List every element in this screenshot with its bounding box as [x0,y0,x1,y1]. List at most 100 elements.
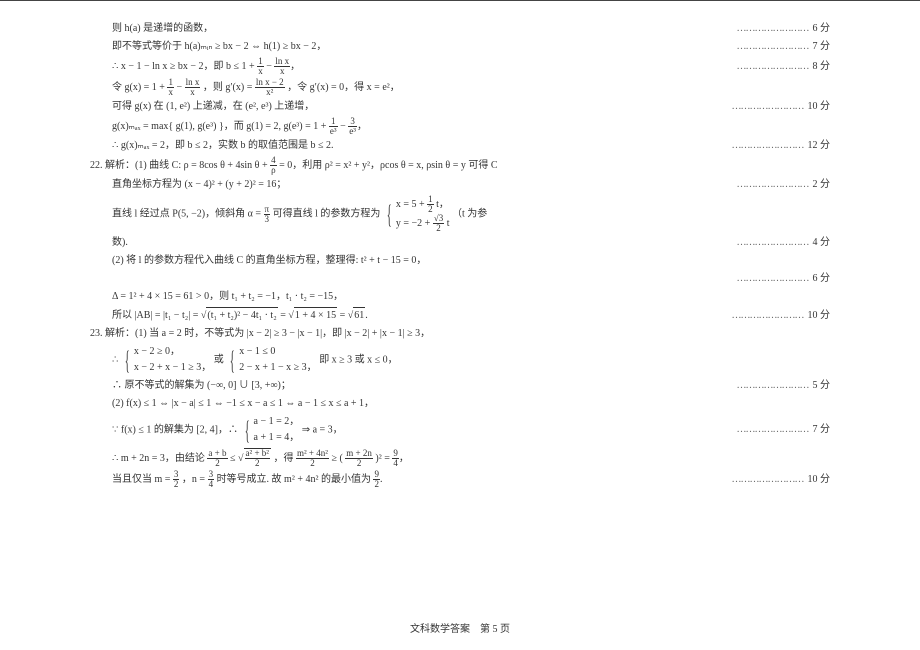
t: )² = [375,453,392,464]
t: ∵ f(x) ≤ 1 的解集为 [2, 4]，∴ [112,424,241,435]
text: ∴ m + 2n = 3，由结论 a + b2 ≤ a² + b²2 ，得 m²… [112,448,830,468]
score: 6 分 [717,271,831,287]
fraction: √32 [433,214,444,233]
text: ∴ { x − 2 ≥ 0， x − 2 + x − 1 ≥ 3， 或 { x … [112,344,830,376]
t: 即 x ≥ 3 或 x ≤ 0， [319,354,397,365]
t: ，令 g′(x) = 0，得 x = e²， [287,82,400,93]
den: 2 [345,459,373,468]
den: e³ [348,127,357,136]
den: 2 [207,459,227,468]
t: − [266,61,274,72]
case: y = −2 + √32 t [396,214,450,233]
sqrt: (t₁ + t₂)² − 4t₁ · t₂ [206,307,277,324]
document-page: 则 h(a) 是递增的函数， 6 分 即不等式等价于 h(a)ₘᵢₙ ≥ bx … [0,0,920,650]
step-line: 则 h(a) 是递增的函数， 6 分 [90,21,830,37]
text: (2) f(x) ≤ 1 ⇔ |x − a| ≤ 1 ⇔ −1 ≤ x − a … [112,396,830,412]
step-line: Δ = 1² + 4 × 15 = 61 > 0，则 t₁ + t₂ = −1，… [90,289,830,305]
fraction: 4ρ [270,156,277,175]
den: 2 [433,224,444,233]
sqrt: a² + b²2 [244,448,271,468]
fraction: 32 [173,470,180,489]
step-line: 直线 l 经过点 P(5, −2)，倾斜角 α = π3 可得直线 l 的参数方… [90,195,830,233]
fraction: 34 [208,470,215,489]
t: ，则 g′(x) = [203,82,255,93]
step-line: 数). 4 分 [90,235,830,251]
text: 23. 解析：(1) 当 a = 2 时，不等式为 |x − 2| ≥ 3 − … [90,326,830,342]
question-22: 22. 解析：(1) 曲线 C: ρ = 8cos θ + 4sin θ + 4… [90,156,830,175]
cases: a − 1 = 2， a + 1 = 4， [254,414,300,446]
question-23: 23. 解析：(1) 当 a = 2 时，不等式为 |x − 2| ≥ 3 − … [90,326,830,342]
t: 可得直线 l 的参数方程为 [273,208,383,219]
text: 直角坐标方程为 (x − 4)² + (y + 2)² = 16； [112,177,717,193]
t: 或 [214,354,227,365]
t: = 0，利用 ρ² = x² + y²，ρcos θ = x, ρsin θ =… [279,160,497,171]
step-line: ∴ x − 1 − ln x ≥ bx − 2，即 b ≤ 1 + 1x − l… [90,57,830,76]
brace: { [387,208,392,221]
step-line: ∴ m + 2n = 3，由结论 a + b2 ≤ a² + b²2 ，得 m²… [90,448,830,468]
t: ，得 [273,453,296,464]
step-line: (2) f(x) ≤ 1 ⇔ |x − a| ≤ 1 ⇔ −1 ≤ x − a … [90,396,830,412]
text: 即不等式等价于 h(a)ₘᵢₙ ≥ bx − 2 ⇔ h(1) ≥ bx − 2… [112,39,717,55]
step-line: 令 g(x) = 1 + 1x − ln xx ，则 g′(x) = ln x … [90,78,830,97]
t: ∴ x − 1 − ln x ≥ bx − 2，即 b ≤ 1 + [112,61,257,72]
step-line: 即不等式等价于 h(a)ₘᵢₙ ≥ bx − 2 ⇔ h(1) ≥ bx − 2… [90,39,830,55]
text: 当且仅当 m = 32 ，n = 34 时等号成立. 故 m² + 4n² 的最… [112,470,712,489]
text: ∴ x − 1 − ln x ≥ bx − 2，即 b ≤ 1 + 1x − l… [112,57,717,76]
fraction: 1x [167,78,174,97]
case: x = 5 + 12 t， [396,195,450,214]
t: y = −2 + [396,218,433,229]
text: 则 h(a) 是递增的函数， [112,21,717,37]
score: 5 分 [717,378,831,394]
step-line: ∴ g(x)ₘₐₓ = 2，即 b ≤ 2，实数 b 的取值范围是 b ≤ 2.… [90,138,830,154]
t: 时等号成立. 故 m² + 4n² 的最小值为 [217,474,374,485]
case: x − 2 ≥ 0， [134,344,211,360]
t: 当且仅当 m = [112,474,173,485]
text: 数). [112,235,717,251]
case: 2 − x + 1 − x ≥ 3， [239,360,316,376]
text: 所以 |AB| = |t₁ − t₂| = (t₁ + t₂)² − 4t₁ ·… [112,307,712,324]
case: x − 1 ≤ 0 [239,344,316,360]
den: 3 [264,215,271,224]
step-line: 直角坐标方程为 (x − 4)² + (y + 2)² = 16； 2 分 [90,177,830,193]
step-line: 可得 g(x) 在 (1, e²) 上递减，在 (e², e³) 上递增， 10… [90,99,830,115]
t: ∴ m + 2n = 3，由结论 [112,453,207,464]
fraction: ln xx [274,57,290,76]
text: g(x)ₘₐₓ = max{ g(1), g(e³) }，而 g(1) = 2,… [112,117,830,136]
text: ∴ 原不等式的解集为 (−∞, 0] ∪ [3, +∞)； [112,378,717,394]
fraction: 3e³ [348,117,357,136]
score: 10 分 [712,472,831,488]
text: 可得 g(x) 在 (1, e²) 上递减，在 (e², e³) 上递增， [112,99,712,115]
text: ∵ f(x) ≤ 1 的解集为 [2, 4]，∴ { a − 1 = 2， a … [112,414,717,446]
t: t [444,218,449,229]
fraction: 1e³ [329,117,338,136]
sqrt: 61 [353,307,365,324]
fraction: ln xx [185,78,201,97]
t: = [340,310,348,321]
text: ∴ g(x)ₘₐₓ = 2，即 b ≤ 2，实数 b 的取值范围是 b ≤ 2. [112,138,712,154]
case: x − 2 + x − 1 ≥ 3， [134,360,211,376]
text: Δ = 1² + 4 × 15 = 61 > 0，则 t₁ + t₂ = −1，… [112,289,830,305]
t: 直线 l 经过点 P(5, −2)，倾斜角 α = [112,208,264,219]
den: x [257,67,264,76]
t: x = 5 + [396,199,427,210]
step-line: 当且仅当 m = 32 ，n = 34 时等号成立. 故 m² + 4n² 的最… [90,470,830,489]
t: 令 g(x) = 1 + [112,82,167,93]
step-line: (2) 将 l 的参数方程代入曲线 C 的直角坐标方程，整理得: t² + t … [90,253,830,269]
fraction: π3 [264,205,271,224]
step-line: ∵ f(x) ≤ 1 的解集为 [2, 4]，∴ { a − 1 = 2， a … [90,414,830,446]
cases: x = 5 + 12 t， y = −2 + √32 t [396,195,450,233]
t: t， [434,199,449,210]
case: a − 1 = 2， [254,414,300,430]
score: 7 分 [717,39,831,55]
cases: x − 2 ≥ 0， x − 2 + x − 1 ≥ 3， [134,344,211,376]
fraction: 92 [373,470,380,489]
text: (2) 将 l 的参数方程代入曲线 C 的直角坐标方程，整理得: t² + t … [112,253,830,269]
score: 10 分 [712,99,831,115]
fraction: m + 2n2 [345,449,373,468]
den: x [167,88,174,97]
t: g(x)ₘₐₓ = max{ g(1), g(e³) }，而 g(1) = 2,… [112,121,329,132]
t: ∴ [112,354,121,365]
score: 7 分 [717,422,831,438]
fraction: m² + 4n²2 [296,449,329,468]
score: 12 分 [712,138,831,154]
